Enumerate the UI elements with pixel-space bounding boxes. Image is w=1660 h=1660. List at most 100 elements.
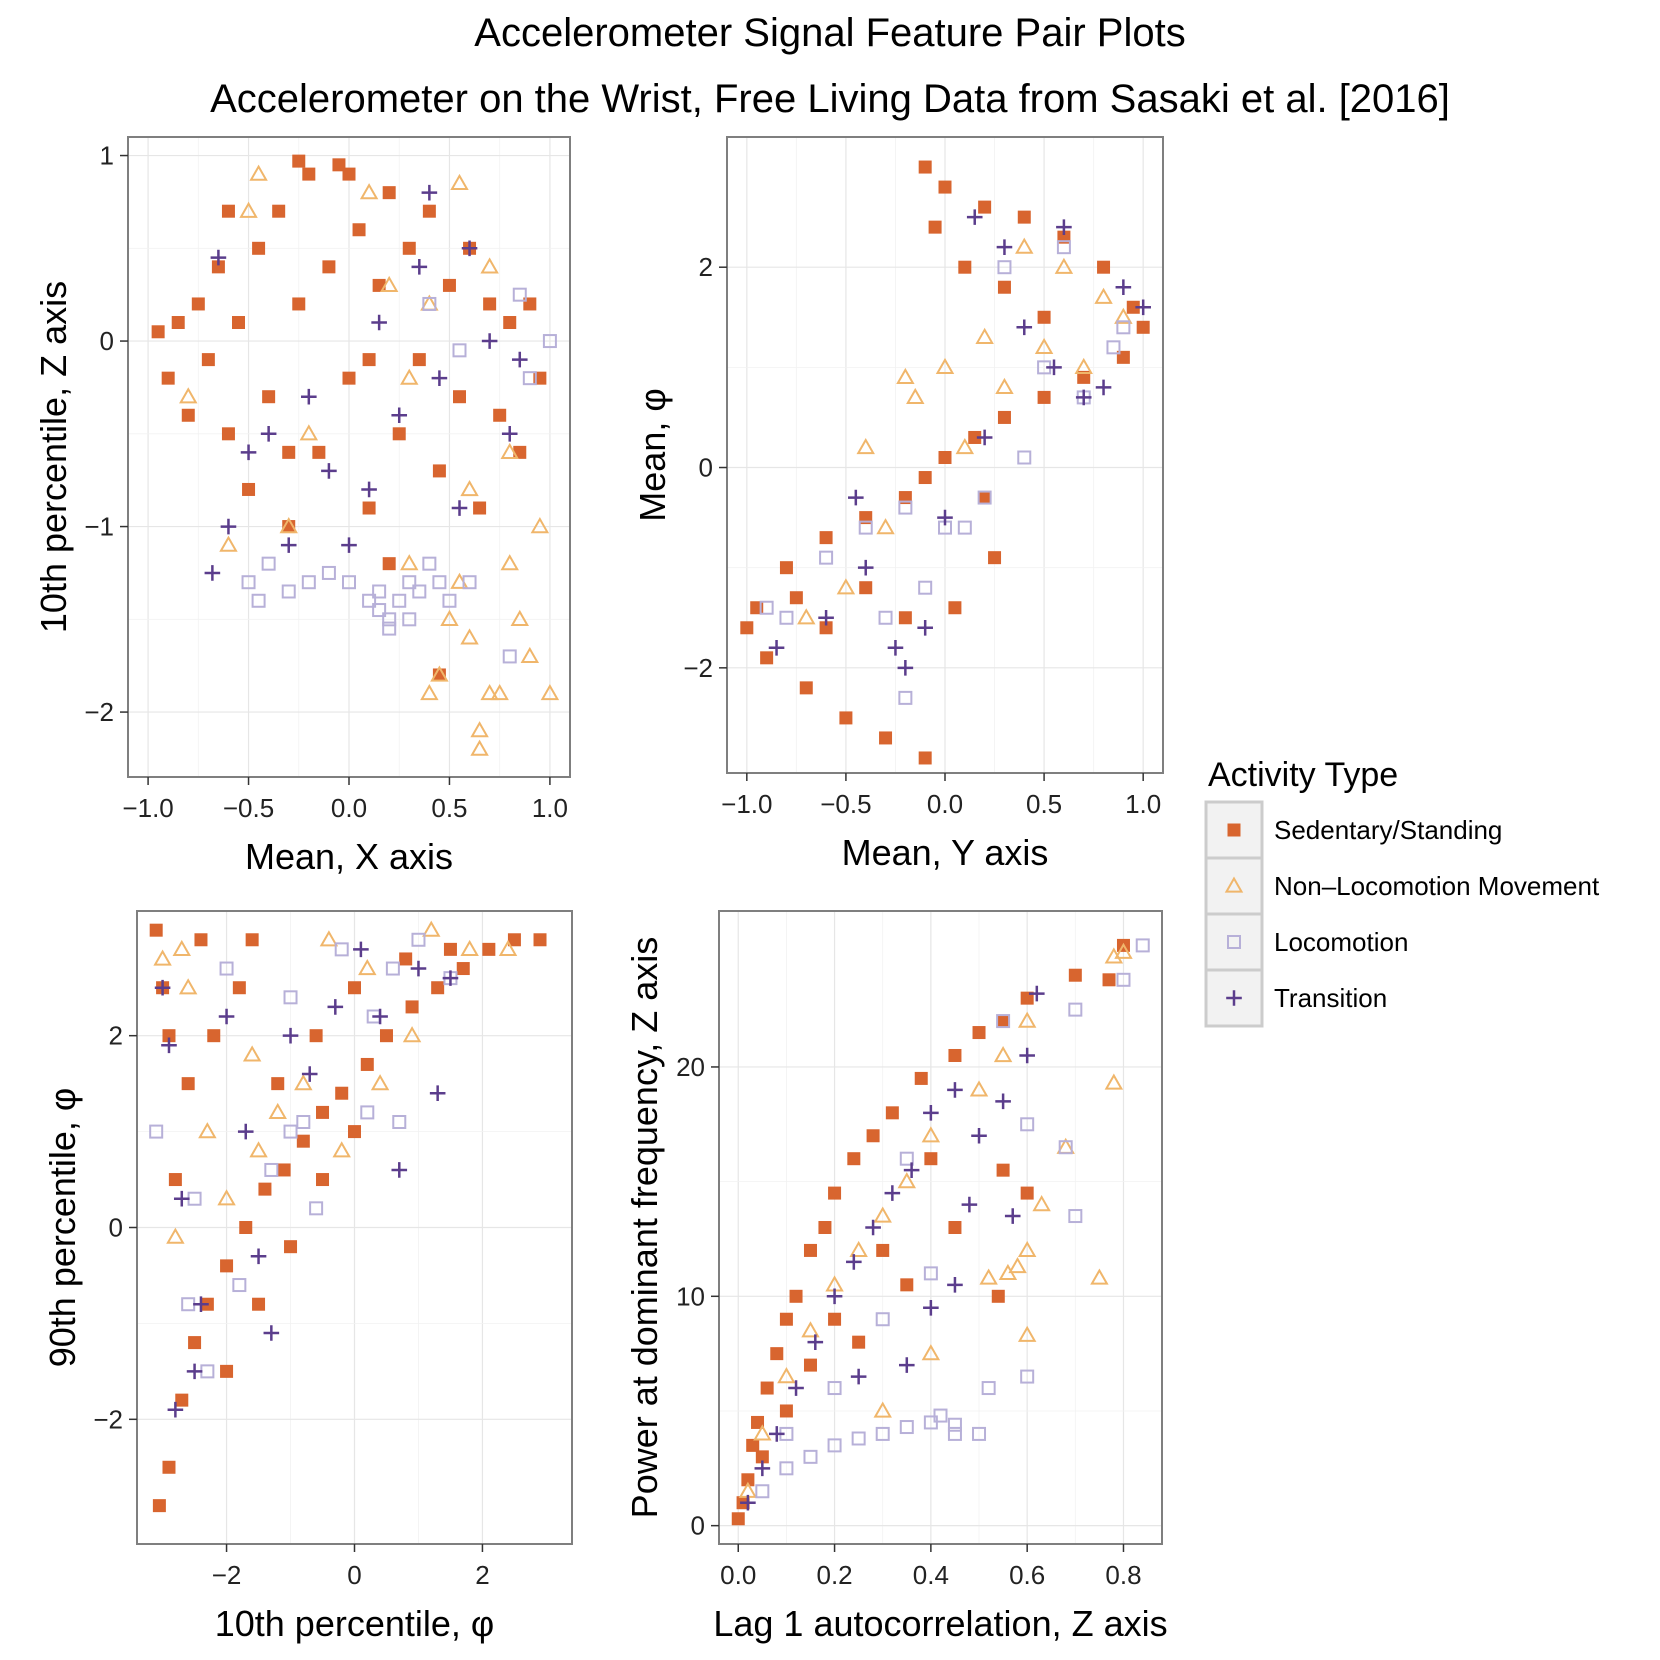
- data-point: [301, 388, 317, 405]
- data-point: [362, 353, 376, 367]
- data-point: [997, 410, 1011, 424]
- data-point: [172, 939, 192, 956]
- data-point: [923, 1299, 939, 1316]
- x-tick-label: 2: [475, 1560, 489, 1590]
- data-point: [493, 408, 507, 422]
- data-point: [777, 1367, 796, 1384]
- data-point: [359, 183, 379, 200]
- data-point: [240, 444, 257, 461]
- data-point: [1114, 307, 1133, 324]
- y-tick-label: 10: [676, 1281, 705, 1311]
- data-point: [335, 1086, 349, 1100]
- data-point: [421, 184, 438, 201]
- data-point: [836, 578, 856, 595]
- x-tick-label: −1.0: [122, 793, 173, 823]
- data-point: [284, 1240, 298, 1254]
- data-point: [924, 1152, 938, 1166]
- series-sedentary-standing: [740, 160, 1150, 765]
- data-point: [898, 500, 913, 515]
- data-point: [884, 1185, 901, 1201]
- data-point: [280, 537, 297, 553]
- data-point: [1068, 1002, 1083, 1017]
- data-point: [995, 377, 1014, 395]
- data-point: [856, 437, 875, 455]
- panel-2: −1.0 −0.5 0.0 0.5 1.0 −2 0 2 Mean, Y axis Mean, φ: [632, 136, 1164, 873]
- data-point: [188, 1336, 202, 1350]
- data-point: [988, 551, 1002, 565]
- points: [151, 154, 560, 756]
- series-locomotion: [755, 938, 1150, 1499]
- series-transition: [204, 184, 528, 581]
- legend-label: Non–Locomotion Movement: [1274, 871, 1600, 901]
- data-point: [251, 593, 266, 608]
- data-point: [906, 387, 925, 405]
- data-point: [193, 1296, 209, 1313]
- data-point: [507, 933, 521, 947]
- data-point: [382, 557, 396, 571]
- y-tick-label: −2: [683, 653, 713, 683]
- data-point: [268, 1102, 287, 1120]
- data-point: [412, 353, 426, 367]
- data-point: [966, 209, 983, 225]
- x-tick-label: −0.5: [223, 793, 274, 823]
- data-point: [533, 933, 547, 947]
- data-point: [875, 1426, 890, 1441]
- panel-1: −1.0 −0.5 0.0 0.5 1.0 −2 −1 0 1 Mean, X axis 10th …: [33, 136, 571, 877]
- series-sedentary-standing: [731, 938, 1130, 1526]
- panels: −1.0 −0.5 0.0 0.5 1.0 −2 −1 0 1 Mean, X axis 10th …: [33, 136, 1168, 1644]
- data-point: [760, 1381, 774, 1395]
- data-point: [818, 1221, 832, 1234]
- data-point: [828, 1186, 842, 1200]
- data-point: [191, 297, 205, 311]
- data-point: [482, 942, 496, 956]
- data-point: [440, 609, 459, 626]
- data-point: [768, 640, 785, 656]
- data-point: [741, 1473, 755, 1487]
- data-point: [309, 1201, 324, 1216]
- legend-item-non-locomotion-movement: Non–Locomotion Movement: [1204, 856, 1600, 916]
- panel-3: −2 0 2 −2 0 2 10th percentile, φ 90th percentil…: [42, 910, 573, 1644]
- data-point: [402, 612, 417, 627]
- data-point: [807, 1334, 824, 1350]
- data-point: [948, 1048, 962, 1062]
- data-point: [971, 1127, 987, 1144]
- data-point: [858, 520, 873, 535]
- data-point: [420, 684, 439, 701]
- data-point: [271, 1077, 285, 1091]
- data-point: [878, 610, 893, 625]
- data-point: [938, 180, 952, 194]
- data-point: [207, 1029, 221, 1043]
- legend-item-transition: Transition: [1204, 968, 1387, 1028]
- data-point: [779, 610, 794, 625]
- data-point: [976, 429, 993, 446]
- x-tick-label: 1.0: [1125, 789, 1161, 819]
- x-tick-label: 1.0: [532, 793, 568, 823]
- data-point: [788, 1380, 804, 1396]
- data-point: [1020, 991, 1034, 1005]
- data-point: [746, 1438, 760, 1452]
- data-point: [239, 201, 258, 218]
- data-point: [342, 575, 356, 590]
- data-point: [799, 681, 813, 695]
- legend-label: Locomotion: [1274, 927, 1408, 957]
- data-point: [1116, 320, 1131, 335]
- data-point: [405, 1000, 419, 1014]
- data-point: [512, 287, 527, 302]
- data-point: [264, 1162, 279, 1177]
- data-point: [957, 520, 972, 535]
- series-transition: [740, 985, 1045, 1511]
- data-point: [1074, 357, 1093, 374]
- legend-key-marker: [1224, 876, 1244, 893]
- y-axis-label: 10th percentile, Z axis: [33, 281, 74, 633]
- data-point: [237, 1123, 254, 1140]
- data-point: [501, 426, 518, 442]
- data-point: [938, 451, 952, 465]
- y-tick-label: 2: [699, 252, 713, 282]
- data-point: [292, 297, 306, 311]
- data-point: [923, 1105, 939, 1121]
- data-point: [1008, 1256, 1027, 1274]
- data-point: [392, 1115, 407, 1129]
- data-point: [933, 1408, 948, 1423]
- x-axis-label: Mean, Y axis: [842, 832, 1049, 873]
- x-axis-label: Lag 1 autocorrelation, Z axis: [713, 1603, 1167, 1644]
